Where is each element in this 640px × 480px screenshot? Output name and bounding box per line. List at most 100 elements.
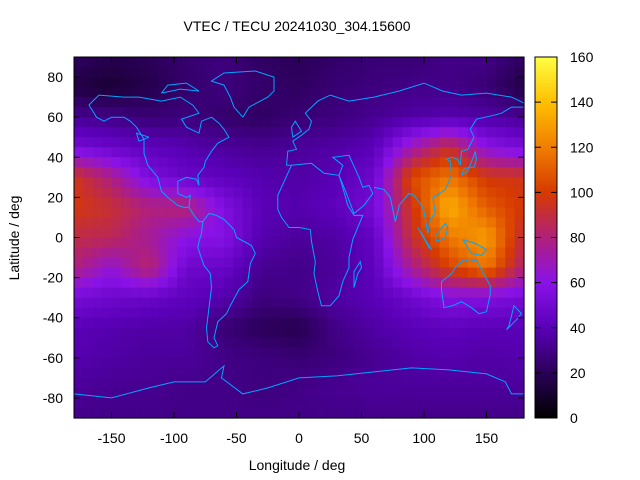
- heatmap-cell: [111, 297, 122, 309]
- heatmap-cell: [411, 357, 422, 369]
- heatmap-cell: [495, 217, 506, 229]
- heatmap-cell: [355, 87, 366, 98]
- heatmap-cell: [177, 157, 188, 168]
- heatmap-cell: [261, 147, 272, 158]
- heatmap-cell: [242, 247, 253, 259]
- heatmap-cell: [74, 207, 84, 219]
- heatmap-cell: [158, 177, 169, 188]
- heatmap-cell: [224, 307, 234, 319]
- heatmap-cell: [261, 257, 272, 269]
- heatmap-cell: [505, 287, 516, 299]
- heatmap-cell: [430, 127, 441, 138]
- heatmap-cell: [158, 197, 169, 209]
- heatmap-cell: [289, 167, 300, 178]
- heatmap-cell: [383, 97, 394, 108]
- heatmap-cell: [299, 207, 309, 219]
- heatmap-cell: [167, 127, 178, 138]
- heatmap-cell: [364, 157, 375, 168]
- heatmap-cell: [139, 177, 150, 188]
- heatmap-cell: [467, 357, 478, 369]
- heatmap-cell: [242, 367, 253, 379]
- y-tick-label: -40: [43, 310, 63, 326]
- heatmap-cell: [402, 167, 413, 178]
- heatmap-cell: [355, 117, 366, 128]
- heatmap-cell: [299, 307, 309, 319]
- heatmap-cell: [111, 167, 122, 178]
- heatmap-cell: [439, 117, 450, 128]
- heatmap-cell: [252, 297, 263, 309]
- heatmap-cell: [420, 407, 431, 419]
- heatmap-cell: [345, 357, 356, 369]
- heatmap-cell: [224, 87, 234, 98]
- heatmap-cell: [392, 387, 403, 399]
- heatmap-cell: [411, 87, 422, 98]
- x-tick-label: -50: [226, 430, 246, 446]
- heatmap-cell: [355, 57, 366, 68]
- heatmap-cell: [402, 177, 413, 188]
- heatmap-cell: [289, 267, 300, 279]
- heatmap-cell: [449, 227, 459, 239]
- heatmap-cell: [364, 347, 375, 359]
- heatmap-cell: [111, 87, 122, 98]
- heatmap-cell: [205, 187, 216, 198]
- heatmap-cell: [458, 157, 469, 168]
- heatmap-cell: [149, 307, 159, 319]
- heatmap-cell: [74, 257, 84, 269]
- heatmap-cell: [177, 317, 188, 329]
- heatmap-cell: [327, 227, 338, 239]
- heatmap-cell: [111, 357, 122, 369]
- coastline: [353, 260, 363, 288]
- chart-title: VTEC / TECU 20241030_304.15600: [183, 18, 410, 34]
- heatmap-cell: [495, 207, 506, 219]
- heatmap-cell: [336, 317, 347, 329]
- heatmap-cell: [411, 237, 422, 249]
- heatmap-cell: [505, 327, 516, 339]
- heatmap-cell: [158, 317, 169, 329]
- heatmap-cell: [392, 187, 403, 198]
- heatmap-cell: [458, 287, 469, 299]
- heatmap-cell: [74, 157, 84, 168]
- heatmap-cell: [149, 207, 159, 219]
- heatmap-cell: [261, 317, 272, 329]
- heatmap-cell: [411, 167, 422, 178]
- heatmap-cell: [111, 267, 122, 279]
- heatmap-cell: [92, 337, 103, 349]
- heatmap-cell: [261, 177, 272, 188]
- heatmap-cell: [345, 227, 356, 239]
- heatmap-cell: [120, 357, 131, 369]
- heatmap-cell: [383, 317, 394, 329]
- heatmap-cell: [327, 207, 338, 219]
- heatmap-cell: [374, 147, 384, 158]
- heatmap-cell: [270, 347, 281, 359]
- heatmap-cell: [345, 257, 356, 269]
- heatmap-cell: [486, 247, 497, 259]
- heatmap-cell: [411, 327, 422, 339]
- heatmap-cell: [224, 227, 234, 239]
- heatmap-cell: [458, 217, 469, 229]
- heatmap-cell: [308, 327, 319, 339]
- heatmap-cell: [149, 137, 159, 148]
- heatmap-cell: [149, 87, 159, 98]
- heatmap-cell: [383, 387, 394, 399]
- heatmap-cell: [205, 177, 216, 188]
- heatmap-cell: [383, 237, 394, 249]
- heatmap-cell: [280, 227, 291, 239]
- heatmap-cell: [392, 217, 403, 229]
- x-tick-label: 50: [354, 430, 370, 446]
- heatmap-cell: [158, 307, 169, 319]
- heatmap-cell: [186, 197, 197, 209]
- heatmap-cell: [345, 197, 356, 209]
- heatmap-cell: [252, 207, 263, 219]
- heatmap-cell: [477, 67, 488, 78]
- heatmap-cell: [186, 317, 197, 329]
- heatmap-cell: [299, 97, 309, 108]
- heatmap-cell: [280, 77, 291, 88]
- heatmap-cell: [74, 247, 84, 259]
- heatmap-cell: [477, 57, 488, 68]
- heatmap-cell: [186, 297, 197, 309]
- heatmap-cell: [130, 277, 141, 289]
- heatmap-cell: [74, 177, 84, 188]
- heatmap-cell: [514, 137, 525, 148]
- heatmap-cell: [505, 297, 516, 309]
- heatmap-cell: [130, 347, 141, 359]
